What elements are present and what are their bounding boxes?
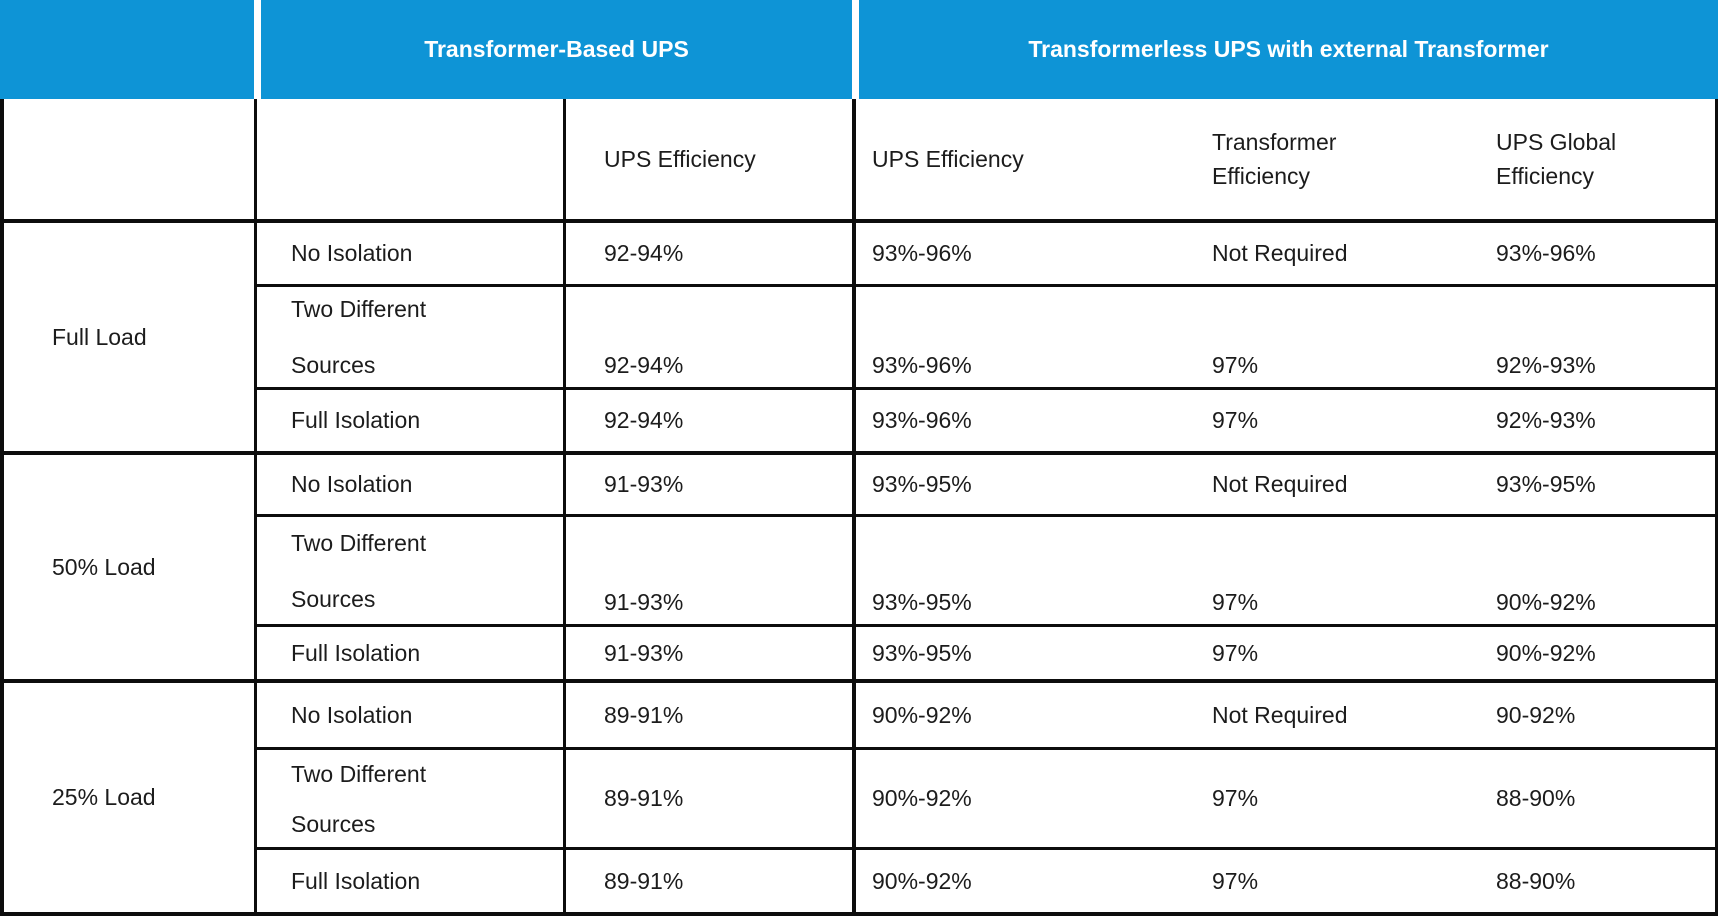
full-two-sources-tb-ups: 92-94% bbox=[566, 287, 856, 390]
full-full-isolation-tl-transformer: 97% bbox=[1196, 390, 1480, 455]
load25-two-sources-tl-ups: 90%-92% bbox=[856, 750, 1196, 850]
full-two-sources-label: Two Different Sources bbox=[257, 287, 566, 390]
column-header-empty-config bbox=[257, 99, 566, 223]
load50-two-sources-label: Two Different Sources bbox=[257, 517, 566, 627]
group-header-transformerless: Transformerless UPS with external Transf… bbox=[859, 0, 1718, 99]
load50-no-isolation-label: No Isolation bbox=[257, 455, 566, 517]
load25-two-sources-tl-global: 88-90% bbox=[1480, 750, 1715, 850]
group-header-corner-cell bbox=[0, 0, 254, 99]
load50-no-isolation-tl-ups: 93%-95% bbox=[856, 455, 1196, 517]
full-full-isolation-label: Full Isolation bbox=[257, 390, 566, 455]
column-header-empty-load bbox=[4, 99, 257, 223]
column-header-tb-ups-efficiency: UPS Efficiency bbox=[566, 99, 856, 223]
load-label-50-load: 50% Load bbox=[4, 455, 257, 683]
load50-no-isolation-tl-transformer: Not Required bbox=[1196, 455, 1480, 517]
load-label-25-load: 25% Load bbox=[4, 683, 257, 912]
load50-two-sources-tl-global: 90%-92% bbox=[1480, 517, 1715, 627]
load25-full-isolation-label: Full Isolation bbox=[257, 850, 566, 912]
full-no-isolation-tl-ups: 93%-96% bbox=[856, 223, 1196, 287]
load50-two-sources-tb-ups: 91-93% bbox=[566, 517, 856, 627]
full-full-isolation-tl-ups: 93%-96% bbox=[856, 390, 1196, 455]
load25-two-sources-tb-ups: 89-91% bbox=[566, 750, 856, 850]
load50-full-isolation-tb-ups: 91-93% bbox=[566, 627, 856, 683]
load25-two-sources-tl-transformer: 97% bbox=[1196, 750, 1480, 850]
load25-no-isolation-tl-transformer: Not Required bbox=[1196, 683, 1480, 750]
full-no-isolation-tb-ups: 92-94% bbox=[566, 223, 856, 287]
load25-no-isolation-tb-ups: 89-91% bbox=[566, 683, 856, 750]
full-no-isolation-tl-global: 93%-96% bbox=[1480, 223, 1715, 287]
load25-no-isolation-label: No Isolation bbox=[257, 683, 566, 750]
load25-two-sources-label: Two Different Sources bbox=[257, 750, 566, 850]
load50-full-isolation-label: Full Isolation bbox=[257, 627, 566, 683]
group-header-transformer-based: Transformer-Based UPS bbox=[261, 0, 852, 99]
full-two-sources-tl-global: 92%-93% bbox=[1480, 287, 1715, 390]
load25-full-isolation-tl-ups: 90%-92% bbox=[872, 867, 972, 894]
column-header-tl-ups-efficiency: UPS Efficiency bbox=[856, 99, 1196, 223]
load25-full-isolation-tb-ups: 89-91% bbox=[566, 850, 856, 912]
full-full-isolation-tl-global: 92%-93% bbox=[1480, 390, 1715, 455]
load50-two-sources-tl-transformer: 97% bbox=[1196, 517, 1480, 627]
full-two-sources-tl-transformer: 97% bbox=[1196, 287, 1480, 390]
load25-full-isolation-tl-transformer: 97% bbox=[1212, 867, 1259, 894]
load50-full-isolation-tl-ups: 93%-95% bbox=[856, 627, 1196, 683]
full-full-isolation-tb-ups: 92-94% bbox=[566, 390, 856, 455]
full-two-sources-tl-ups: 93%-96% bbox=[856, 287, 1196, 390]
load-label-full-load: Full Load bbox=[4, 223, 257, 455]
table-group-header-row: Transformer-Based UPS Transformerless UP… bbox=[0, 0, 1718, 99]
load25-no-isolation-tl-global: 90-92% bbox=[1480, 683, 1715, 750]
full-no-isolation-label: No Isolation bbox=[257, 223, 566, 287]
column-header-ups-global-efficiency: UPS Global Efficiency bbox=[1480, 99, 1715, 223]
full-no-isolation-tl-transformer: Not Required bbox=[1196, 223, 1480, 287]
column-header-transformer-efficiency: Transformer Efficiency bbox=[1196, 99, 1480, 223]
load50-full-isolation-tl-global: 90%-92% bbox=[1480, 627, 1715, 683]
load25-full-isolation-tl-global: 88-90% bbox=[1496, 867, 1576, 894]
load25-no-isolation-tl-ups: 90%-92% bbox=[856, 683, 1196, 750]
load50-two-sources-tl-ups: 93%-95% bbox=[856, 517, 1196, 627]
table-body: UPS Efficiency UPS Efficiency Transforme… bbox=[0, 99, 1718, 916]
load50-no-isolation-tb-ups: 91-93% bbox=[566, 455, 856, 517]
load50-full-isolation-tl-transformer: 97% bbox=[1196, 627, 1480, 683]
load50-no-isolation-tl-global: 93%-95% bbox=[1480, 455, 1715, 517]
